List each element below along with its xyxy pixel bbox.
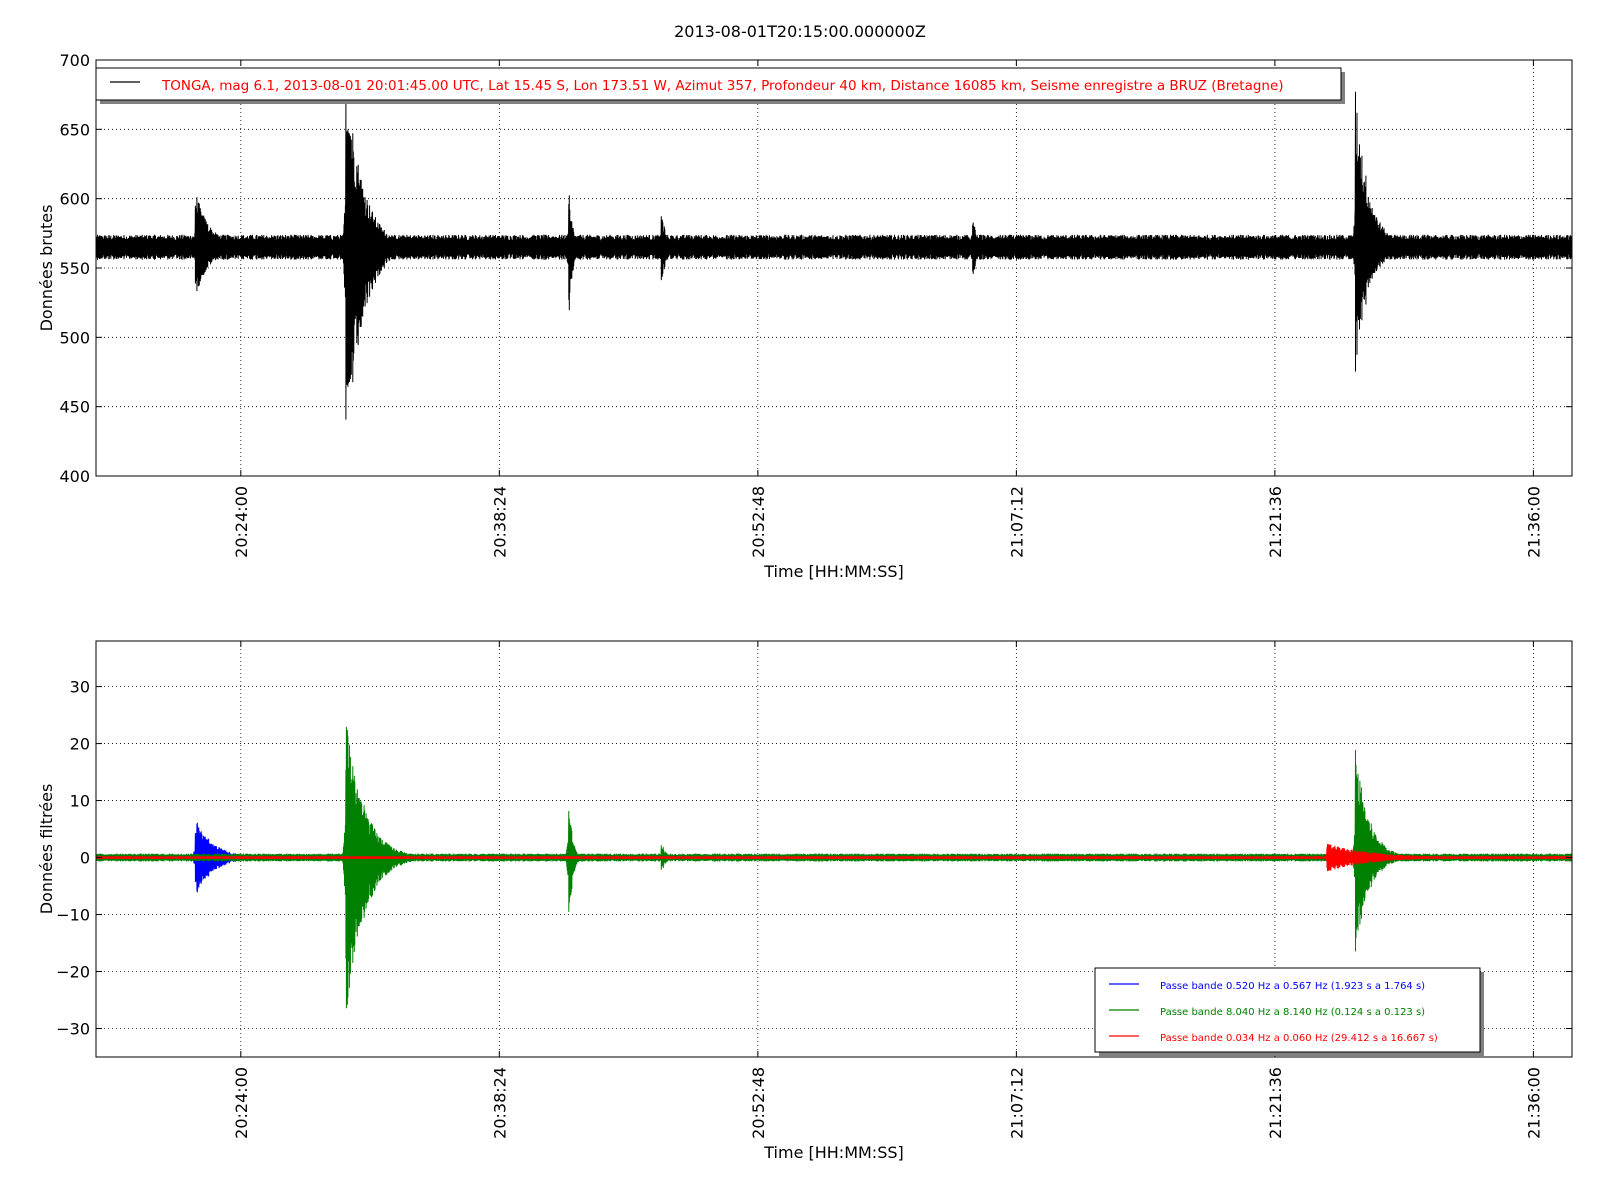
- raw-y-tick-label: 400: [59, 467, 90, 486]
- raw-x-tick-label: 21:07:12: [1007, 486, 1026, 558]
- filtered-x-tick-label: 21:07:12: [1007, 1067, 1026, 1139]
- filtered-legend: Passe bande 0.520 Hz a 0.567 Hz (1.923 s…: [1094, 967, 1484, 1056]
- raw-legend: TONGA, mag 6.1, 2013-08-01 20:01:45.00 U…: [95, 67, 1345, 104]
- raw-x-tick-label: 20:38:24: [490, 486, 509, 558]
- raw-x-tick-label: 20:24:00: [232, 486, 251, 558]
- raw-y-tick-label: 650: [59, 120, 90, 139]
- raw-y-tick-label: 500: [59, 328, 90, 347]
- filtered-grid: [96, 641, 1572, 1057]
- raw-y-axis-label: Données brutes: [37, 205, 56, 332]
- filtered-y-axis-label: Données filtrées: [37, 784, 56, 915]
- filtered-data-plot: −30 −20 −10 0 10 20 30 20:24:00 20:38:24 20:52:4…: [37, 640, 1573, 1162]
- filtered-x-tick-label: 21:36:00: [1524, 1067, 1543, 1139]
- filtered-y-tick-label: 20: [70, 735, 90, 754]
- raw-legend-box: [95, 67, 1342, 101]
- filtered-axes-frame: [95, 640, 1573, 1058]
- raw-x-ticks: 20:24:00 20:38:24 20:52:48 21:07:12 21:21:36…: [232, 60, 1543, 558]
- raw-x-tick-label: 21:36:00: [1524, 486, 1543, 558]
- raw-y-tick-label: 700: [59, 51, 90, 70]
- filtered-y-tick-label: −30: [56, 1020, 90, 1039]
- raw-x-axis-label: Time [HH:MM:SS]: [763, 562, 904, 581]
- filtered-y-tick-label: 0: [80, 849, 90, 868]
- raw-legend-label: TONGA, mag 6.1, 2013-08-01 20:01:45.00 U…: [161, 78, 1284, 94]
- raw-y-tick-label: 550: [59, 259, 90, 278]
- raw-series-line-0: [95, 91, 1573, 420]
- raw-axes-frame: [95, 59, 1573, 477]
- filtered-x-ticks: 20:24:00 20:38:24 20:52:48 21:07:12 21:21:36…: [232, 641, 1543, 1139]
- raw-grid: [96, 60, 1572, 476]
- filtered-y-tick-label: −10: [56, 906, 90, 925]
- filtered-x-tick-label: 20:24:00: [232, 1067, 251, 1139]
- filtered-legend-label-1: Passe bande 8.040 Hz a 8.140 Hz (0.124 s…: [1160, 1007, 1425, 1018]
- filtered-x-tick-label: 20:52:48: [749, 1067, 768, 1139]
- filtered-legend-box: [1094, 967, 1481, 1053]
- raw-y-tick-label: 600: [59, 190, 90, 209]
- filtered-x-tick-label: 21:21:36: [1266, 1067, 1285, 1139]
- filtered-legend-label-0: Passe bande 0.520 Hz a 0.567 Hz (1.923 s…: [1160, 981, 1425, 992]
- filtered-y-ticks: −30 −20 −10 0 10 20 30: [56, 678, 1572, 1039]
- filtered-traces: [95, 726, 1573, 1009]
- raw-x-tick-label: 21:21:36: [1266, 486, 1285, 558]
- filtered-series-line-1: [95, 726, 1573, 1009]
- filtered-legend-label-2: Passe bande 0.034 Hz a 0.060 Hz (29.412 …: [1160, 1033, 1438, 1044]
- raw-x-tick-label: 20:52:48: [749, 486, 768, 558]
- filtered-y-tick-label: −20: [56, 963, 90, 982]
- raw-trace: [95, 91, 1573, 420]
- filtered-y-tick-label: 10: [70, 792, 90, 811]
- raw-y-ticks: 400 450 500 550 600 650 700: [59, 51, 1572, 486]
- raw-y-tick-label: 450: [59, 398, 90, 417]
- filtered-x-axis-label: Time [HH:MM:SS]: [763, 1143, 904, 1162]
- filtered-y-tick-label: 30: [70, 678, 90, 697]
- filtered-x-tick-label: 20:38:24: [490, 1067, 509, 1139]
- filtered-series-line-2: [95, 843, 1573, 872]
- figure-title: 2013-08-01T20:15:00.000000Z: [674, 22, 926, 41]
